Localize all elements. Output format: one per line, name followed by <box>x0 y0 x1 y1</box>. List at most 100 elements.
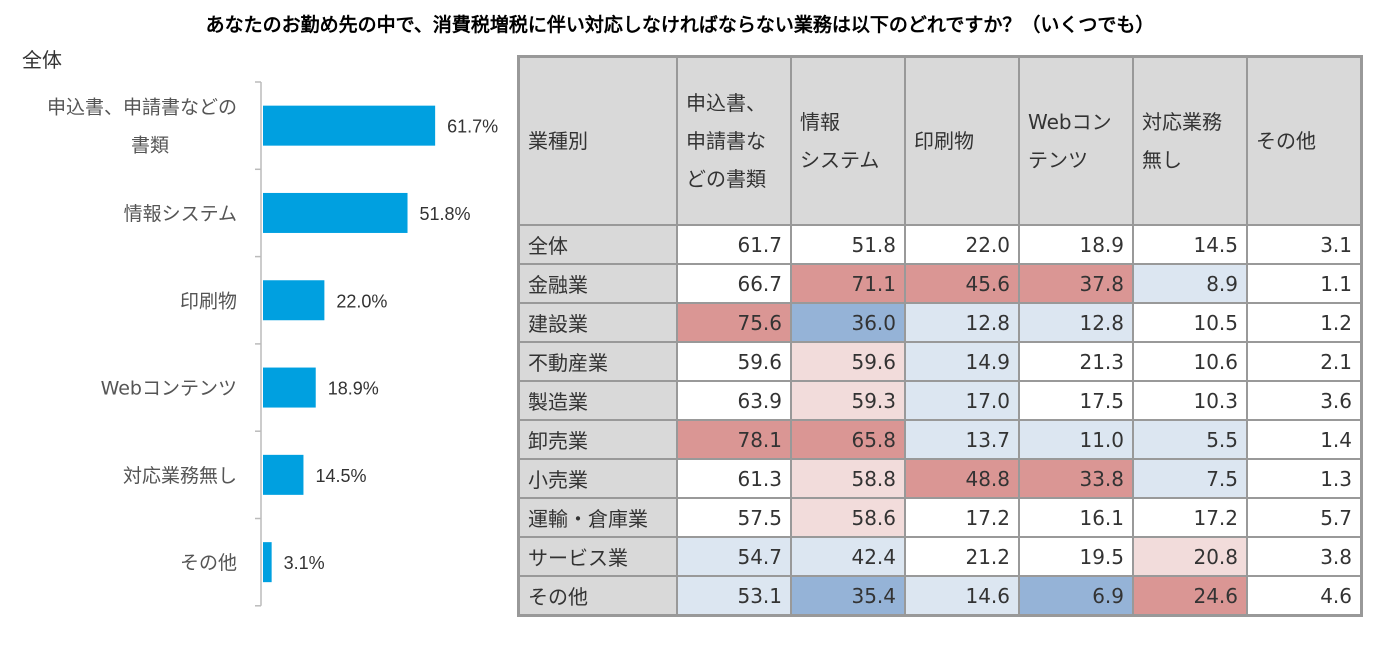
column-header: 申込書、 申請書な どの書類 <box>676 55 792 226</box>
table-cell: 1.2 <box>1246 302 1363 343</box>
column-header: 情報 システム <box>790 55 906 226</box>
table-cell: 14.6 <box>904 575 1020 617</box>
column-header: Webコン テンツ <box>1018 55 1134 226</box>
page-title: あなたのお勤め先の中で、消費税増税に伴い対応しなければならない業務は以下のどれで… <box>205 14 1155 36</box>
table-cell: 13.7 <box>904 419 1020 460</box>
table-cell: 5.5 <box>1132 419 1248 460</box>
table-cell: 37.8 <box>1018 263 1134 304</box>
table-cell: 65.8 <box>790 419 906 460</box>
data-label: 51.8% <box>420 204 471 224</box>
table-cell: 1.3 <box>1246 458 1363 499</box>
bar <box>263 367 316 408</box>
table-cell: 6.9 <box>1018 575 1134 617</box>
table-cell: 18.9 <box>1018 224 1134 265</box>
table-cell: 14.9 <box>904 341 1020 382</box>
bar <box>263 192 408 233</box>
category-label: その他 <box>180 552 237 574</box>
bar <box>263 454 304 495</box>
table-cell: 21.2 <box>904 536 1020 577</box>
table-cell: 1.1 <box>1246 263 1363 304</box>
table-cell: 58.6 <box>790 497 906 538</box>
data-label: 14.5% <box>315 466 366 486</box>
table-cell: 12.8 <box>904 302 1020 343</box>
table-cell: 63.9 <box>676 380 792 421</box>
category-label: Webコンテンツ <box>101 378 237 400</box>
category-label: 情報システム <box>124 203 237 225</box>
table-row: 金融業 66.7 71.1 45.6 37.8 8.9 1.1 <box>517 263 1363 304</box>
table-cell: 61.3 <box>676 458 792 499</box>
column-header: 業種別 <box>517 55 678 226</box>
row-label: その他 <box>517 575 678 617</box>
table-cell: 20.8 <box>1132 536 1248 577</box>
row-label: 運輸・倉庫業 <box>517 497 678 538</box>
table-cell: 17.2 <box>904 497 1020 538</box>
data-label: 18.9% <box>328 379 379 399</box>
table-row: その他 53.1 35.4 14.6 6.9 24.6 4.6 <box>517 575 1363 617</box>
table-cell: 58.8 <box>790 458 906 499</box>
table-cell: 54.7 <box>676 536 792 577</box>
column-header: 印刷物 <box>904 55 1020 226</box>
row-label: 全体 <box>517 224 678 265</box>
table-cell: 71.1 <box>790 263 906 304</box>
table-cell: 22.0 <box>904 224 1020 265</box>
row-label: 製造業 <box>517 380 678 421</box>
table-cell: 3.1 <box>1246 224 1363 265</box>
table-cell: 2.1 <box>1246 341 1363 382</box>
bar-chart: 61.7% 申込書、申請書などの書類 51.8% 情報システム 22.0% 印刷物 18.9… <box>47 81 498 607</box>
table-cell: 3.6 <box>1246 380 1363 421</box>
category-label: 印刷物 <box>180 290 237 312</box>
bar <box>263 542 272 583</box>
data-label: 22.0% <box>336 291 387 311</box>
table-cell: 14.5 <box>1132 224 1248 265</box>
table-cell: 17.0 <box>904 380 1020 421</box>
row-label: サービス業 <box>517 536 678 577</box>
table-cell: 57.5 <box>676 497 792 538</box>
table-cell: 12.8 <box>1018 302 1134 343</box>
table-cell: 16.1 <box>1018 497 1134 538</box>
bar <box>263 280 325 321</box>
table-cell: 24.6 <box>1132 575 1248 617</box>
row-label: 卸売業 <box>517 419 678 460</box>
data-label: 3.1% <box>284 553 325 573</box>
table-cell: 10.3 <box>1132 380 1248 421</box>
table-cell: 51.8 <box>790 224 906 265</box>
table-cell: 36.0 <box>790 302 906 343</box>
table-cell: 21.3 <box>1018 341 1134 382</box>
table-cell: 17.5 <box>1018 380 1134 421</box>
table-cell: 5.7 <box>1246 497 1363 538</box>
table-cell: 8.9 <box>1132 263 1248 304</box>
table-cell: 59.6 <box>790 341 906 382</box>
table-cell: 42.4 <box>790 536 906 577</box>
table-cell: 35.4 <box>790 575 906 617</box>
table-cell: 59.6 <box>676 341 792 382</box>
column-header: その他 <box>1246 55 1363 226</box>
data-label: 61.7% <box>447 117 498 137</box>
table-cell: 1.4 <box>1246 419 1363 460</box>
table-cell: 78.1 <box>676 419 792 460</box>
table-cell: 10.5 <box>1132 302 1248 343</box>
column-header: 対応業務 無し <box>1132 55 1248 226</box>
row-label: 不動産業 <box>517 341 678 382</box>
table-row: 不動産業 59.6 59.6 14.9 21.3 10.6 2.1 <box>517 341 1363 382</box>
table-cell: 7.5 <box>1132 458 1248 499</box>
chart-subtitle: 全体 <box>22 48 62 72</box>
bar <box>263 105 436 146</box>
table-cell: 61.7 <box>676 224 792 265</box>
row-label: 建設業 <box>517 302 678 343</box>
table-cell: 48.8 <box>904 458 1020 499</box>
table-cell: 17.2 <box>1132 497 1248 538</box>
table-row: 全体 61.7 51.8 22.0 18.9 14.5 3.1 <box>517 224 1363 265</box>
table-row: 卸売業 78.1 65.8 13.7 11.0 5.5 1.4 <box>517 419 1363 460</box>
table-cell: 59.3 <box>790 380 906 421</box>
row-label: 金融業 <box>517 263 678 304</box>
table-cell: 3.8 <box>1246 536 1363 577</box>
row-label: 小売業 <box>517 458 678 499</box>
category-label: 申込書、申請書などの書類 <box>47 97 237 157</box>
table-cell: 66.7 <box>676 263 792 304</box>
table-cell: 75.6 <box>676 302 792 343</box>
table-cell: 53.1 <box>676 575 792 617</box>
table-row: 小売業 61.3 58.8 48.8 33.8 7.5 1.3 <box>517 458 1363 499</box>
category-label: 対応業務無し <box>123 465 237 487</box>
table-cell: 45.6 <box>904 263 1020 304</box>
table-cell: 10.6 <box>1132 341 1248 382</box>
